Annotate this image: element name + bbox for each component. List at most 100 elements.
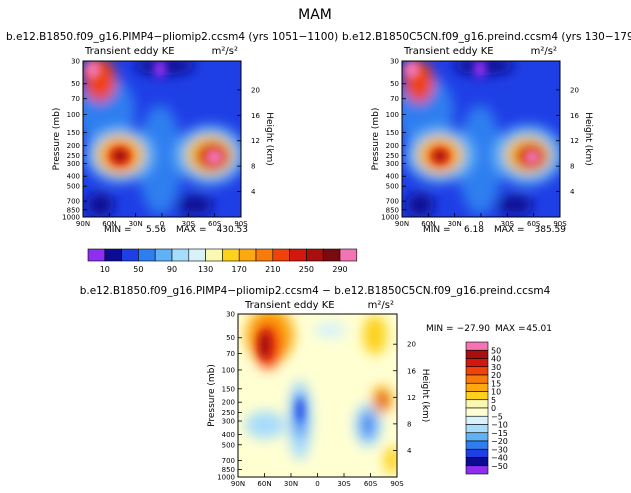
height-tick-label: 8 [407,420,411,428]
y-tick-label: 200 [222,399,235,407]
panel-b-units: m²/s² [531,46,557,57]
colorbar-swatch [465,440,489,450]
height-tick-label: 12 [570,137,579,145]
y-tick-label: 700 [386,198,399,206]
y-tick-label: 300 [222,418,235,426]
colorbar-swatch [465,382,489,392]
colorbar-swatch [154,248,173,262]
panel-b-axes: 305070100150200250300400500700850100090N… [371,58,593,229]
y-tick-label: 400 [386,173,399,181]
y-tick-label: 30 [226,311,235,319]
field-blob [138,105,182,215]
colorbar-label: 250 [299,265,314,274]
y-tick-label: 30 [390,58,399,66]
y-tick-label: 700 [222,457,235,465]
colorbar-swatch [465,349,489,359]
field-blob [433,150,447,162]
colorbar-label: 50 [133,265,143,274]
panel-c-title: b.e12.B1850.f09_g16.PIMP4−pliomip2.ccsm4… [80,285,551,297]
x-tick-label: 90S [390,480,404,488]
x-tick-label: 90S [553,220,567,228]
panel-a-units: m²/s² [212,46,238,57]
y-tick-label: 250 [386,152,399,160]
colorbar-label: 10 [100,265,110,274]
field-blob [245,411,285,439]
panel-a-variable: Transient eddy KE [84,46,175,57]
y-tick-label: 850 [67,206,80,214]
height-tick-label: 16 [251,112,260,120]
height-tick-label: 20 [251,86,260,94]
panel-b-variable: Transient eddy KE [403,46,494,57]
y-tick-label: 400 [67,173,80,181]
colorbar-label: −15 [491,429,508,438]
y-tick-label: 200 [386,142,399,150]
panel-c-axes: 305070100150200250300400500700850100090N… [207,311,430,489]
colorbar-swatch [205,248,223,262]
x-tick-label: 30S [182,220,196,228]
x-tick-label: 30S [501,220,515,228]
x-tick-label: 0 [479,220,483,228]
y-axis-label: Pressure (mb) [52,108,62,171]
field-blob [497,195,533,215]
colorbar-swatch [188,248,206,262]
panel-b-field [402,61,560,217]
y-tick-label: 250 [67,152,80,160]
height-tick-label: 20 [407,341,416,349]
colorbar-swatch [465,407,489,417]
y-tick-label: 30 [71,58,80,66]
y-tick-label: 500 [67,183,80,191]
panel-b-min-label: MIN = [423,225,451,235]
colorbar-swatch [238,248,257,262]
y-tick-label: 70 [71,95,80,103]
field-blob [361,411,375,439]
field-blob [177,195,213,215]
colorbar-label: −40 [491,454,508,463]
panel-c-max-label: MAX = [495,324,526,334]
field-blob [314,322,346,338]
x-tick-label: 90N [395,220,409,228]
panel-c-max-value: 45.01 [526,324,552,334]
y-tick-label: 250 [222,409,235,417]
colorbar-label: −30 [491,445,508,454]
field-blob [474,61,486,77]
colorbar-label: −10 [491,421,508,430]
y-tick-label: 400 [222,431,235,439]
colorbar-label: 40 [491,355,501,364]
colorbar-swatch [465,448,489,458]
y-tick-label: 300 [386,160,399,168]
height-axis-label: Height (km) [583,112,593,166]
panel-a-max-label: MAX = [176,225,207,235]
field-blob [378,392,388,408]
colorbar-swatch [465,457,489,467]
field-blob [205,149,223,165]
panel-a-field [83,61,241,217]
colorbar-swatch [465,374,489,384]
y-tick-label: 500 [386,183,399,191]
colorbar-label: 30 [491,363,501,372]
panel-b-max-label: MAX = [494,225,525,235]
colorbar-label: 210 [265,265,280,274]
height-tick-label: 12 [407,394,416,402]
height-tick-label: 20 [570,86,579,94]
x-tick-label: 90N [76,220,90,228]
field-blob [363,315,387,355]
x-tick-label: 30N [129,220,143,228]
colorbar-swatch [222,248,240,262]
x-tick-label: 60N [102,220,116,228]
colorbar-swatch [104,248,122,262]
y-axis-label: Pressure (mb) [371,108,381,171]
x-tick-label: 30N [448,220,462,228]
colorbar-label: 0 [491,404,496,413]
colorbar-swatch [289,248,307,262]
colorbar-swatch [138,248,156,262]
panel-a-axes: 305070100150200250300400500700850100090N… [52,58,274,229]
field-blob [112,149,128,163]
colorbar-swatch [465,415,489,425]
colorbar-swatch [339,248,358,262]
panel-c-variable: Transient eddy KE [244,300,335,311]
colorbar-swatch [465,341,489,351]
field-blob [154,61,166,77]
y-tick-label: 150 [386,129,399,137]
